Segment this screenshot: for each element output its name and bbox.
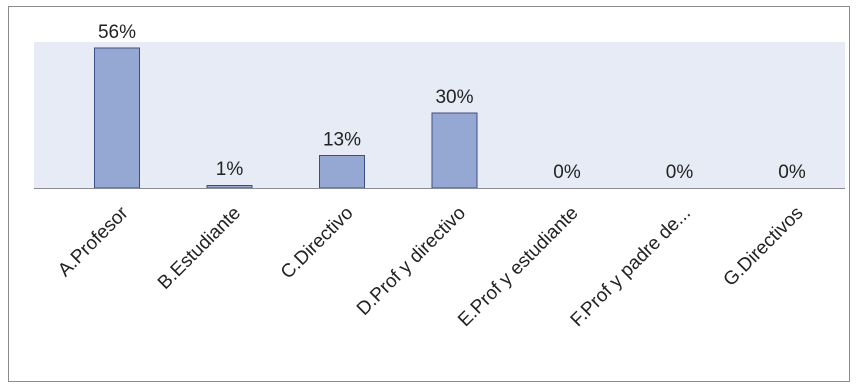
category-label-3: D.Prof y directivo: [353, 203, 470, 320]
bar-1: [206, 185, 253, 189]
bars-group: [94, 47, 478, 189]
category-label-5: F.Prof y padre de...: [567, 203, 695, 331]
bar-0: [94, 47, 140, 189]
bar-2: [319, 155, 365, 189]
data-label-4: 0%: [553, 162, 581, 183]
category-label-0: A.Profesor: [54, 202, 133, 281]
data-label-5: 0%: [666, 162, 694, 183]
bar-3: [431, 112, 478, 189]
data-label-0: 56%: [98, 22, 136, 43]
category-label-2: C.Directivo: [277, 203, 358, 284]
data-label-3: 30%: [435, 87, 473, 108]
category-label-6: G.Directivos: [720, 203, 808, 291]
data-label-6: 0%: [778, 162, 806, 183]
category-label-1: B.Estudiante: [154, 203, 245, 294]
data-labels-group: 56% 1% 13% 30% 0% 0% 0%: [98, 22, 806, 183]
category-label-4: E.Prof y estudiante: [454, 203, 582, 331]
category-labels-group: A.Profesor B.Estudiante C.DirectivoD.Prof …: [54, 202, 807, 331]
data-label-1: 1%: [216, 159, 244, 180]
data-label-2: 13%: [323, 130, 361, 151]
